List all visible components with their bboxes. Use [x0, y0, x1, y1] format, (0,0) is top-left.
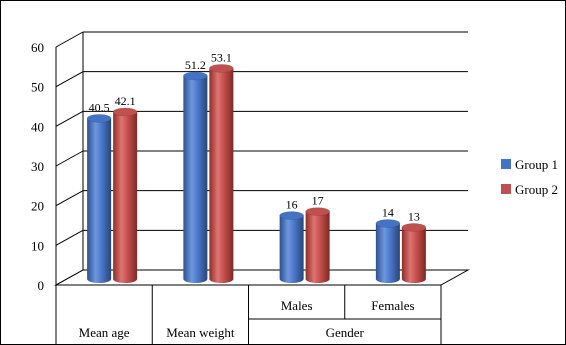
- data-label: 42.1: [115, 94, 136, 108]
- data-label: 13: [408, 209, 420, 223]
- bar-top: [305, 207, 330, 216]
- bar-group-1-mean-weight: [183, 71, 208, 283]
- bar-body: [209, 68, 234, 284]
- y-tick-label: 50: [31, 80, 44, 95]
- bar-group-1-males: [279, 211, 304, 283]
- bar-group-2-mean-age: [112, 107, 138, 284]
- axes: 0 10 20 30 40 50 60 Mean age Mean weight Males Fem…: [31, 32, 470, 344]
- y-tick-label: 0: [38, 278, 45, 293]
- bar-top: [209, 64, 234, 73]
- bar-body: [279, 215, 304, 283]
- bar-group-2-mean-weight: [209, 64, 234, 284]
- bars: [86, 64, 427, 284]
- legend-label: Group 2: [515, 182, 558, 197]
- bar-body: [375, 223, 400, 283]
- bar-group-1-females: [375, 219, 401, 283]
- bar-body: [305, 211, 330, 283]
- data-label: 53.1: [211, 50, 232, 64]
- bar-top: [183, 71, 208, 81]
- gridline-diag-60: [55, 31, 84, 48]
- gridline-diag-30: [55, 150, 84, 167]
- x-category-label: Males: [281, 298, 313, 313]
- bar-top: [279, 211, 304, 220]
- legend: Group 1 Group 2: [501, 157, 558, 197]
- bar-body: [113, 112, 138, 284]
- bar-body: [87, 118, 112, 283]
- bar-top: [86, 114, 112, 123]
- legend-swatch: [501, 159, 511, 169]
- bar-group-2-males: [305, 207, 330, 283]
- y-tick-label: 40: [31, 119, 44, 134]
- labels: 40.5 51.2 16 14 42.1 53.1 17 13: [89, 50, 420, 223]
- gridline-diag-40: [55, 110, 84, 127]
- data-label: 51.2: [185, 58, 206, 72]
- y-tick-label: 20: [31, 199, 44, 214]
- x-group-label: Gender: [326, 325, 365, 340]
- bar-top: [375, 219, 401, 228]
- gridline-diag-20: [55, 190, 84, 207]
- data-label: 14: [382, 205, 394, 219]
- data-label: 16: [286, 198, 298, 212]
- data-label: 40.5: [89, 100, 110, 114]
- legend-item-group-2: Group 2: [501, 182, 558, 197]
- bar-group-2-females: [401, 223, 427, 283]
- legend-item-group-1: Group 1: [501, 157, 558, 172]
- bar-top: [401, 223, 427, 232]
- x-category-label: Females: [371, 298, 414, 313]
- chart-floor: [54, 269, 470, 286]
- x-category-label: Mean weight: [166, 325, 235, 340]
- data-label: 17: [312, 194, 324, 208]
- bar-body: [401, 227, 426, 283]
- bar-body: [183, 75, 208, 283]
- gridline-diag-50: [55, 71, 84, 88]
- bar-group-1-mean-age: [86, 114, 112, 283]
- gridline-diag-10: [55, 229, 84, 246]
- x-category-label: Mean age: [79, 325, 130, 340]
- legend-label: Group 1: [515, 157, 558, 172]
- bar-top: [112, 107, 138, 117]
- y-tick-label: 10: [31, 238, 44, 253]
- y-tick-label: 30: [31, 159, 44, 174]
- gridlines: [55, 31, 468, 286]
- y-tick-label: 60: [31, 40, 44, 55]
- legend-swatch: [501, 184, 511, 194]
